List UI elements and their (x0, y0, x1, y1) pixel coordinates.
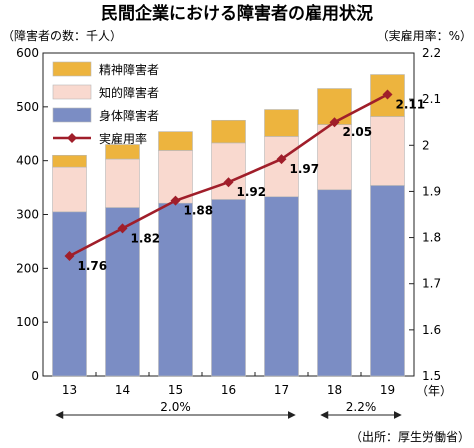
x-axis-tick-label: 15 (168, 383, 183, 397)
rate-data-label: 2.05 (343, 125, 373, 139)
right-axis-tick-label: 1.7 (422, 277, 441, 291)
right-axis-tick-label: 1.8 (422, 231, 441, 245)
legend-label: 身体障害者 (99, 108, 159, 123)
right-axis-tick-label: 2.2 (422, 46, 441, 60)
bar-segment (52, 211, 87, 377)
x-axis-unit: （年） (416, 384, 452, 398)
x-axis-tick-label: 14 (115, 383, 130, 397)
rate-point (382, 89, 393, 100)
bar-segment (317, 189, 352, 377)
rate-point (170, 195, 181, 206)
right-axis-tick-label: 1.9 (422, 184, 441, 198)
x-axis-tick-label: 19 (380, 383, 395, 397)
bar-segment (52, 166, 87, 213)
x-axis-tick-label: 18 (327, 383, 342, 397)
rate-data-label: 2.11 (396, 98, 426, 112)
x-axis-tick-label: 16 (221, 383, 236, 397)
bar-segment (158, 202, 193, 377)
left-axis-tick-label: 500 (16, 100, 39, 114)
left-axis-tick-label: 200 (16, 261, 39, 275)
bar-segment (211, 119, 246, 144)
bar-segment (370, 185, 405, 377)
right-axis-tick-label: 1.5 (422, 369, 441, 383)
left-axis-unit: （障害者の数：千人） (2, 28, 122, 43)
chart-title: 民間企業における障害者の雇用状況 (101, 3, 373, 24)
bar-segment (370, 116, 405, 186)
x-axis-tick-label: 17 (274, 383, 289, 397)
right-axis-tick-label: 2.1 (422, 92, 441, 106)
rate-data-label: 1.92 (237, 185, 267, 199)
bar-segment (211, 199, 246, 377)
legend-label: 知的障害者 (99, 85, 159, 100)
legend-swatch (52, 107, 92, 123)
bar-segment (264, 109, 299, 137)
bar-segment (317, 124, 352, 191)
annotation-label: 2.2% (346, 400, 377, 414)
right-axis-tick-label: 2 (422, 138, 430, 152)
bar-segment (105, 144, 140, 160)
annotation-label: 2.0% (160, 400, 191, 414)
rate-data-label: 1.82 (131, 231, 161, 245)
right-axis-tick-label: 1.6 (422, 323, 441, 337)
left-axis-tick-label: 0 (31, 369, 39, 383)
x-axis-tick-label: 13 (62, 383, 77, 397)
rate-point (329, 117, 340, 128)
legend-label: 実雇用率 (99, 131, 147, 146)
left-axis-tick-label: 600 (16, 46, 39, 60)
rate-point (117, 223, 128, 234)
rate-point (64, 251, 75, 262)
rate-data-label: 1.76 (78, 259, 108, 273)
left-axis-tick-label: 100 (16, 315, 39, 329)
source-note: （出所：厚生労働省） (350, 430, 470, 444)
rate-point (276, 154, 287, 165)
rate-data-label: 1.88 (184, 204, 214, 218)
left-axis-tick-label: 400 (16, 154, 39, 168)
legend-swatch (52, 61, 92, 77)
right-axis-unit: （実雇用率：%） (377, 28, 472, 43)
bar-segment (158, 150, 193, 204)
bar-segment (52, 154, 87, 168)
bar-segment (105, 158, 140, 208)
legend-label: 精神障害者 (99, 62, 159, 77)
rate-point (223, 177, 234, 188)
bar-segment (264, 196, 299, 377)
rate-data-label: 1.97 (290, 162, 320, 176)
bar-segment (158, 131, 193, 151)
legend-marker (67, 133, 77, 143)
left-axis-tick-label: 300 (16, 208, 39, 222)
plot-area: 01002003004005006001.51.61.71.81.922.12.… (16, 46, 441, 419)
legend-swatch (52, 84, 92, 100)
